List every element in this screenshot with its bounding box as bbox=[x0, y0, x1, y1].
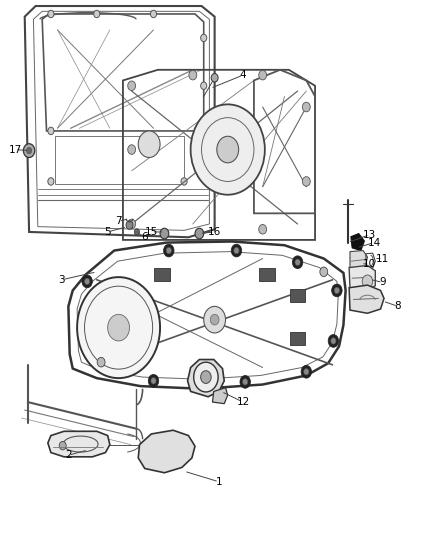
Circle shape bbox=[201, 370, 211, 383]
Circle shape bbox=[85, 278, 90, 285]
Polygon shape bbox=[351, 233, 364, 251]
Text: 15: 15 bbox=[145, 227, 158, 237]
Polygon shape bbox=[349, 265, 375, 290]
Circle shape bbox=[217, 136, 239, 163]
Polygon shape bbox=[138, 430, 195, 473]
Text: 5: 5 bbox=[104, 227, 111, 237]
Circle shape bbox=[194, 362, 218, 392]
Circle shape bbox=[128, 145, 136, 155]
Circle shape bbox=[134, 229, 140, 235]
Circle shape bbox=[259, 224, 267, 234]
Circle shape bbox=[259, 70, 267, 80]
Circle shape bbox=[128, 219, 136, 229]
Circle shape bbox=[160, 228, 169, 239]
Circle shape bbox=[362, 275, 373, 288]
Circle shape bbox=[234, 247, 239, 254]
Polygon shape bbox=[290, 289, 305, 302]
Circle shape bbox=[195, 228, 204, 239]
Text: 14: 14 bbox=[367, 238, 381, 247]
Circle shape bbox=[181, 177, 187, 185]
Circle shape bbox=[211, 74, 218, 82]
Circle shape bbox=[320, 267, 328, 277]
Circle shape bbox=[126, 221, 133, 229]
Text: 16: 16 bbox=[208, 227, 221, 237]
Circle shape bbox=[332, 284, 342, 297]
Circle shape bbox=[328, 335, 339, 348]
Circle shape bbox=[301, 366, 311, 378]
Circle shape bbox=[163, 244, 174, 257]
Circle shape bbox=[304, 368, 309, 375]
Circle shape bbox=[151, 377, 156, 384]
Circle shape bbox=[331, 338, 336, 344]
Circle shape bbox=[334, 287, 339, 294]
Circle shape bbox=[148, 374, 159, 387]
Circle shape bbox=[201, 82, 207, 90]
Circle shape bbox=[189, 70, 197, 80]
Circle shape bbox=[292, 256, 303, 269]
Circle shape bbox=[138, 131, 160, 158]
Circle shape bbox=[48, 127, 54, 135]
Text: 9: 9 bbox=[379, 278, 386, 287]
Circle shape bbox=[48, 177, 54, 185]
Circle shape bbox=[302, 176, 310, 186]
Circle shape bbox=[191, 104, 265, 195]
Text: 7: 7 bbox=[115, 216, 122, 227]
Text: 8: 8 bbox=[395, 301, 401, 311]
Circle shape bbox=[210, 314, 219, 325]
Circle shape bbox=[108, 314, 130, 341]
Circle shape bbox=[201, 127, 207, 135]
Text: 2: 2 bbox=[65, 450, 72, 460]
Circle shape bbox=[94, 10, 100, 18]
Circle shape bbox=[166, 247, 171, 254]
Polygon shape bbox=[48, 431, 110, 457]
Circle shape bbox=[201, 34, 207, 42]
Text: 6: 6 bbox=[141, 232, 148, 243]
Circle shape bbox=[150, 10, 156, 18]
Polygon shape bbox=[212, 387, 228, 403]
Circle shape bbox=[231, 244, 242, 257]
Circle shape bbox=[77, 277, 160, 378]
Circle shape bbox=[204, 306, 226, 333]
Text: 1: 1 bbox=[215, 477, 223, 487]
Circle shape bbox=[97, 358, 105, 367]
Circle shape bbox=[295, 259, 300, 265]
Circle shape bbox=[302, 102, 310, 112]
Polygon shape bbox=[154, 268, 170, 281]
Circle shape bbox=[59, 441, 66, 450]
Polygon shape bbox=[187, 360, 224, 397]
Text: 3: 3 bbox=[59, 275, 65, 285]
Polygon shape bbox=[350, 251, 367, 268]
Circle shape bbox=[26, 148, 32, 154]
Circle shape bbox=[240, 375, 251, 388]
Polygon shape bbox=[259, 268, 275, 281]
Polygon shape bbox=[349, 285, 384, 313]
Text: 4: 4 bbox=[240, 70, 246, 80]
Text: 11: 11 bbox=[376, 254, 389, 263]
Circle shape bbox=[48, 10, 54, 18]
Circle shape bbox=[243, 378, 248, 385]
Text: 13: 13 bbox=[363, 230, 376, 240]
Circle shape bbox=[82, 275, 92, 288]
Circle shape bbox=[128, 81, 136, 91]
Polygon shape bbox=[290, 332, 305, 345]
Circle shape bbox=[23, 144, 35, 158]
Text: 17: 17 bbox=[8, 144, 22, 155]
Text: 12: 12 bbox=[237, 397, 250, 407]
Text: 10: 10 bbox=[363, 259, 376, 269]
